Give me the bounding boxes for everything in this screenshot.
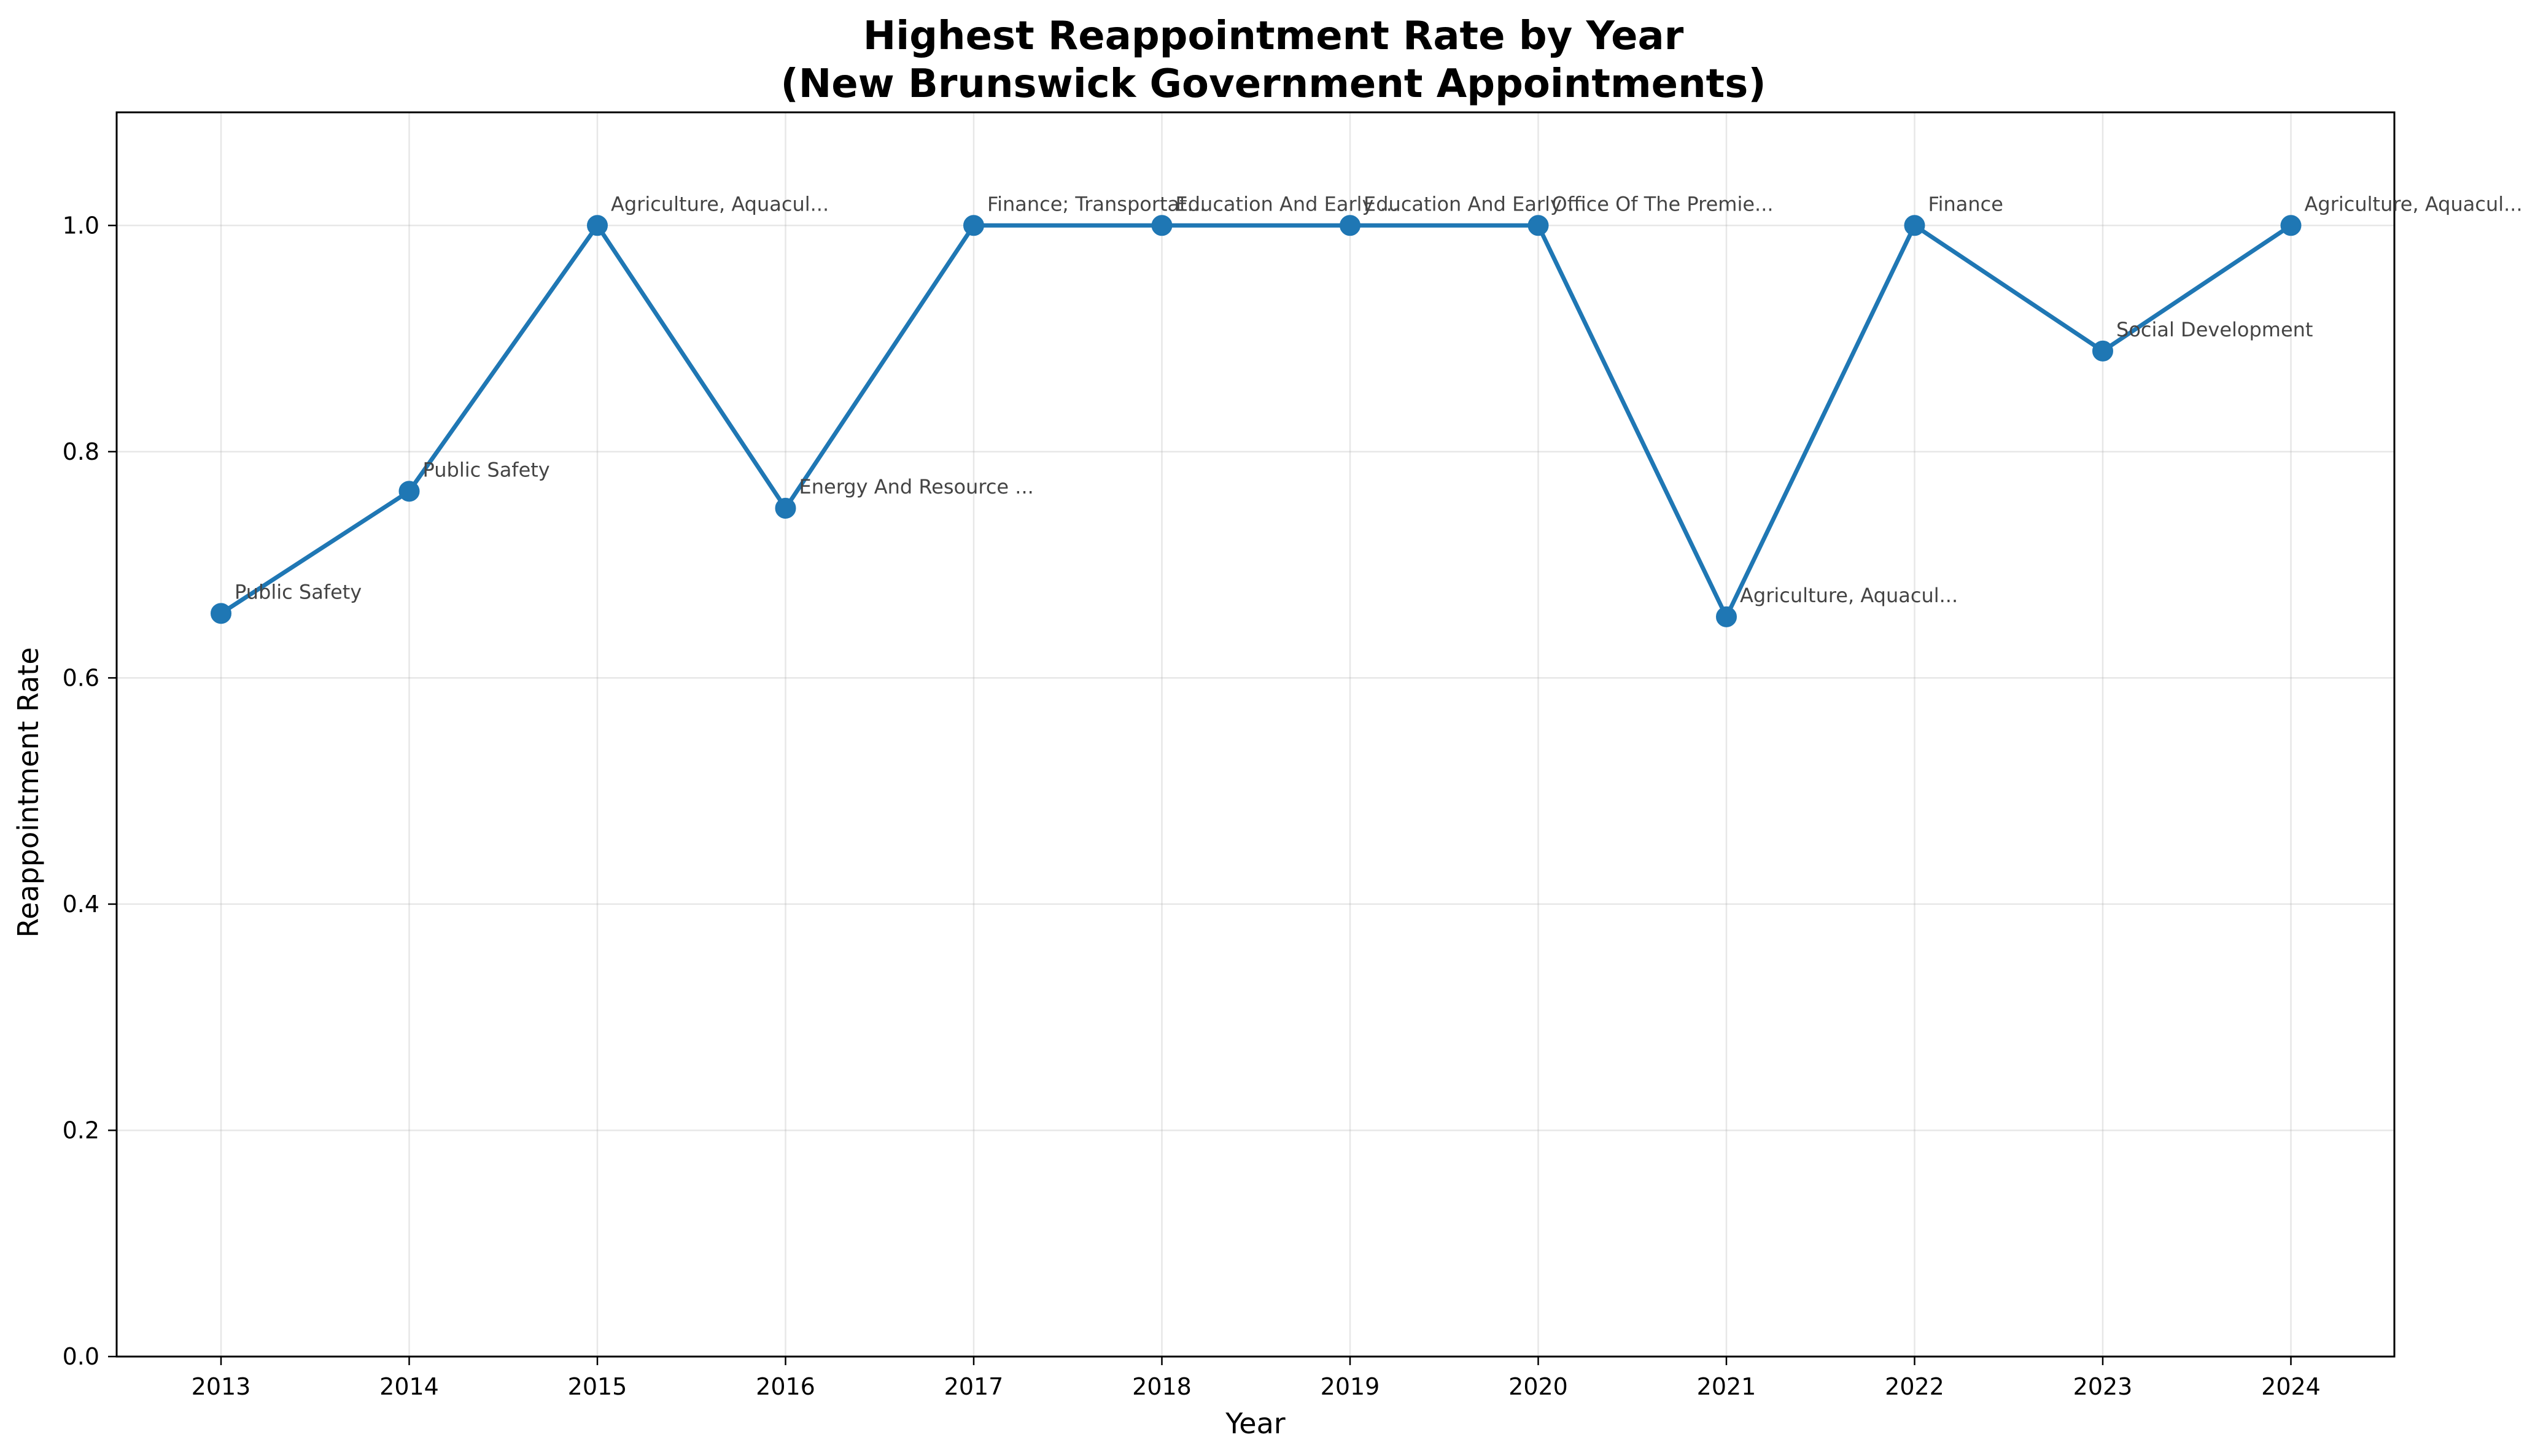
- y-tick-label: 0.4: [63, 891, 99, 918]
- data-point: [211, 603, 231, 624]
- x-tick-label: 2024: [2261, 1373, 2321, 1400]
- y-tick-label: 0.6: [63, 664, 99, 691]
- point-annotation: Education And Early ...: [1364, 192, 1587, 215]
- tick-labels: 2013 2014 2015 2016 2017 2018 2019 2020 2021 2022…: [63, 212, 2321, 1400]
- chart-subtitle: (New Brunswick Government Appointments): [780, 61, 1766, 107]
- point-annotation: Agriculture, Aquacul...: [2305, 192, 2523, 215]
- y-axis-label: Reappointment Rate: [12, 647, 45, 937]
- point-annotation: Agriculture, Aquacul...: [1740, 584, 1958, 607]
- point-annotation: Finance: [1928, 192, 2003, 215]
- x-tick-label: 2019: [1321, 1373, 1380, 1400]
- data-point: [2280, 215, 2302, 236]
- y-tick-label: 0.8: [63, 438, 99, 465]
- data-point: [1151, 215, 1173, 236]
- axes: [108, 111, 2396, 1365]
- point-annotations: Public Safety Public Safety Agriculture, A…: [235, 192, 2523, 607]
- chart-title: Highest Reappointment Rate by Year: [863, 14, 1684, 59]
- data-point: [587, 215, 608, 236]
- point-annotation: Finance; Transportat...: [987, 192, 1206, 215]
- plot-frame: [115, 111, 2396, 1358]
- data-point: [1904, 215, 1925, 236]
- x-tick-label: 2015: [568, 1373, 627, 1400]
- x-tick-label: 2017: [944, 1373, 1004, 1400]
- y-tick-label: 1.0: [63, 212, 99, 239]
- y-tick-label: 0.2: [63, 1117, 99, 1144]
- point-annotation: Office Of The Premie...: [1552, 192, 1774, 215]
- data-point: [775, 497, 796, 519]
- x-axis-label: Year: [1225, 1407, 1285, 1440]
- data-point: [1527, 215, 1549, 236]
- series-line: [219, 223, 2293, 619]
- point-annotation: Education And Early ...: [1176, 192, 1399, 215]
- data-series: [211, 215, 2302, 627]
- point-annotation: Social Development: [2116, 318, 2313, 341]
- x-tick-label: 2013: [192, 1373, 251, 1400]
- data-point: [2092, 340, 2113, 362]
- x-tick-label: 2020: [1508, 1373, 1568, 1400]
- point-annotation: Energy And Resource ...: [799, 475, 1034, 498]
- point-annotation: Public Safety: [423, 458, 550, 481]
- data-point: [963, 215, 984, 236]
- x-tick-label: 2018: [1132, 1373, 1192, 1400]
- x-tick-label: 2016: [756, 1373, 815, 1400]
- point-annotation: Public Safety: [235, 580, 362, 603]
- data-point: [1716, 606, 1737, 627]
- data-point: [398, 481, 420, 502]
- data-point: [1340, 215, 1360, 236]
- x-tick-label: 2014: [379, 1373, 439, 1400]
- x-tick-label: 2022: [1885, 1373, 1944, 1400]
- y-tick-label: 0.0: [63, 1343, 99, 1370]
- x-tick-label: 2023: [2073, 1373, 2133, 1400]
- x-tick-label: 2021: [1697, 1373, 1756, 1400]
- point-annotation: Agriculture, Aquacul...: [611, 192, 829, 215]
